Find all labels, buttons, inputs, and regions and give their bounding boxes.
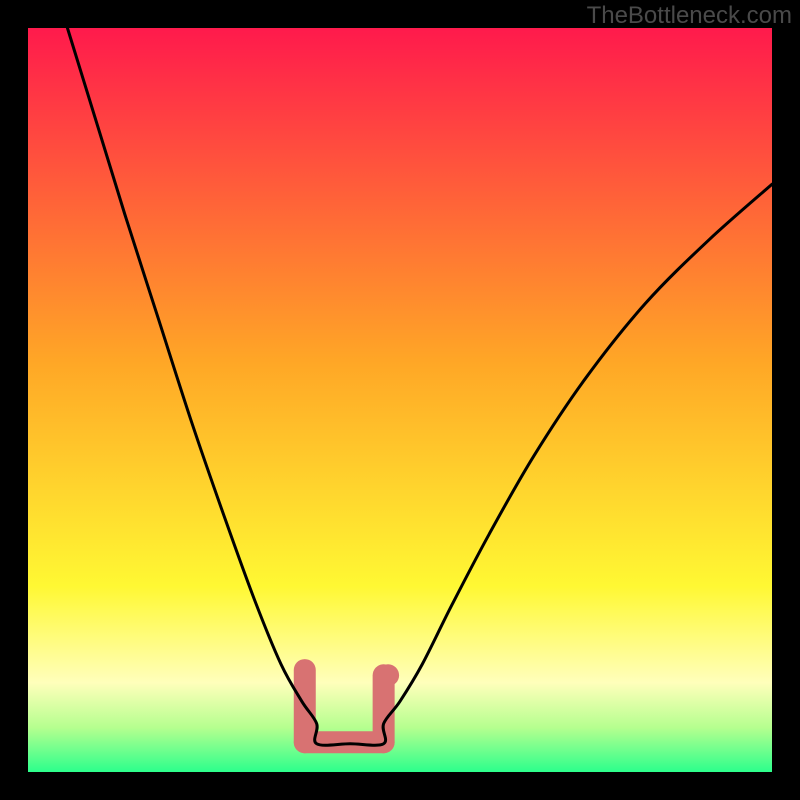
chart-container: TheBottleneck.com [0, 0, 800, 800]
curve-overlay [0, 0, 800, 800]
bottleneck-curve [67, 28, 772, 745]
watermark-text: TheBottleneck.com [587, 2, 792, 30]
